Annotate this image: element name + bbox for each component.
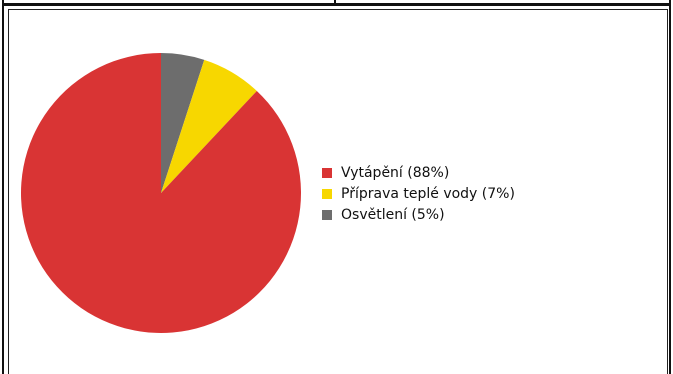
top-divider xyxy=(2,0,671,6)
top-divider-notch xyxy=(334,0,336,3)
chart-legend: Vytápění (88%) Příprava teplé vody (7%) … xyxy=(322,162,515,225)
legend-label-hot-water: Příprava teplé vody (7%) xyxy=(341,185,515,202)
pie-slices xyxy=(21,53,302,333)
pie-slice-hot-water xyxy=(161,59,257,194)
legend-label-heating: Vytápění (88%) xyxy=(341,164,450,181)
legend-label-lighting: Osvětlení (5%) xyxy=(341,206,445,223)
pie-slice-heating xyxy=(21,53,302,333)
legend-swatch-heating xyxy=(322,167,332,178)
chart-panel xyxy=(8,9,668,374)
legend-item-heating: Vytápění (88%) xyxy=(322,162,515,183)
legend-swatch-hot-water xyxy=(322,188,332,199)
legend-swatch-lighting xyxy=(322,209,332,220)
legend-item-hot-water: Příprava teplé vody (7%) xyxy=(322,183,515,204)
pie-slice-lighting xyxy=(161,53,205,193)
legend-item-lighting: Osvětlení (5%) xyxy=(322,204,515,225)
